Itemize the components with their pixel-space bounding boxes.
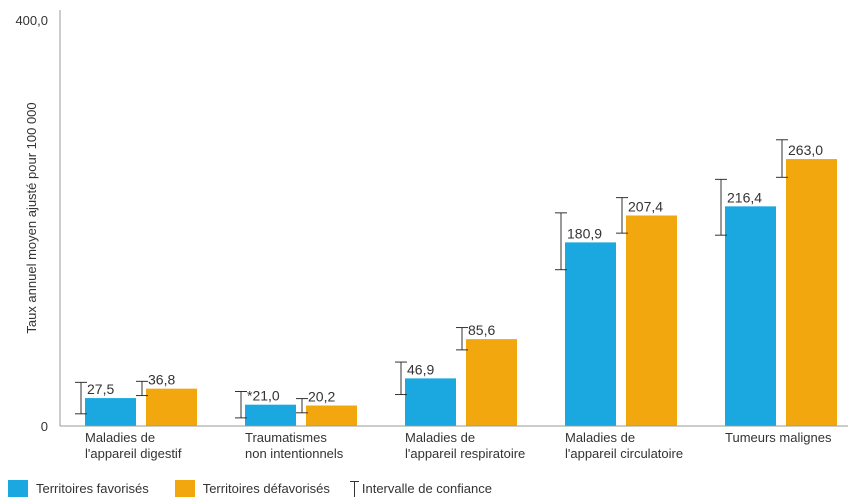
bar-chart: 400,0 0 Taux annuel moyen ajusté pour 10…: [0, 0, 853, 478]
value-label-0-4: 216,4: [727, 189, 762, 205]
value-label-1-1: 20,2: [308, 388, 335, 404]
legend-swatch-favorises: [8, 480, 28, 497]
value-label-0-2: 46,9: [407, 361, 434, 377]
bar-defavorises-0: [146, 389, 197, 426]
bar-favorises-2: [405, 378, 456, 426]
bar-favorises-3: [565, 242, 616, 426]
category-labels: Maladies del'appareil digestifTraumatism…: [85, 430, 832, 461]
y-tick-zero: 0: [41, 419, 48, 434]
confidence-interval-icon: [350, 480, 360, 497]
legend-label-ci: Intervalle de confiance: [362, 481, 492, 496]
legend-item-defavorises: Territoires défavorisés: [175, 480, 330, 497]
bars-group: 27,5 36,8 *21,0 20,2 46,9 85,6 180,9 207,4 216,4…: [75, 140, 837, 426]
y-axis-title: Taux annuel moyen ajusté pour 100 000: [24, 102, 39, 333]
category-label-3-0: Maladies de: [565, 430, 635, 445]
value-label-1-3: 207,4: [628, 198, 663, 214]
bar-defavorises-4: [786, 159, 837, 426]
legend: Territoires favorisés Territoires défavo…: [8, 479, 492, 497]
legend-item-favorises: Territoires favorisés: [8, 480, 149, 497]
category-label-2-0: Maladies de: [405, 430, 475, 445]
legend-swatch-defavorises: [175, 480, 195, 497]
value-label-0-0: 27,5: [87, 381, 114, 397]
category-label-1-1: non intentionnels: [245, 446, 344, 461]
bar-defavorises-1: [306, 405, 357, 426]
value-label-1-0: 36,8: [148, 372, 175, 388]
bar-favorises-1: [245, 405, 296, 426]
legend-label-favorises: Territoires favorisés: [36, 481, 149, 496]
legend-label-defavorises: Territoires défavorisés: [203, 481, 330, 496]
bar-favorises-0: [85, 398, 136, 426]
category-label-3-1: l'appareil circulatoire: [565, 446, 683, 461]
value-label-0-3: 180,9: [567, 225, 602, 241]
category-label-2-1: l'appareil respiratoire: [405, 446, 525, 461]
value-label-0-1: *21,0: [247, 388, 280, 404]
category-label-0-1: l'appareil digestif: [85, 446, 182, 461]
bar-defavorises-3: [626, 215, 677, 426]
category-label-0-0: Maladies de: [85, 430, 155, 445]
category-label-1-0: Traumatismes: [245, 430, 327, 445]
y-tick-top: 400,0: [15, 13, 48, 28]
value-label-1-2: 85,6: [468, 322, 495, 338]
legend-item-ci: Intervalle de confiance: [350, 480, 492, 497]
category-label-4-0: Tumeurs malignes: [725, 430, 832, 445]
bar-favorises-4: [725, 206, 776, 426]
value-label-1-4: 263,0: [788, 142, 823, 158]
y-axis: 400,0 0 Taux annuel moyen ajusté pour 10…: [15, 13, 48, 434]
bar-defavorises-2: [466, 339, 517, 426]
